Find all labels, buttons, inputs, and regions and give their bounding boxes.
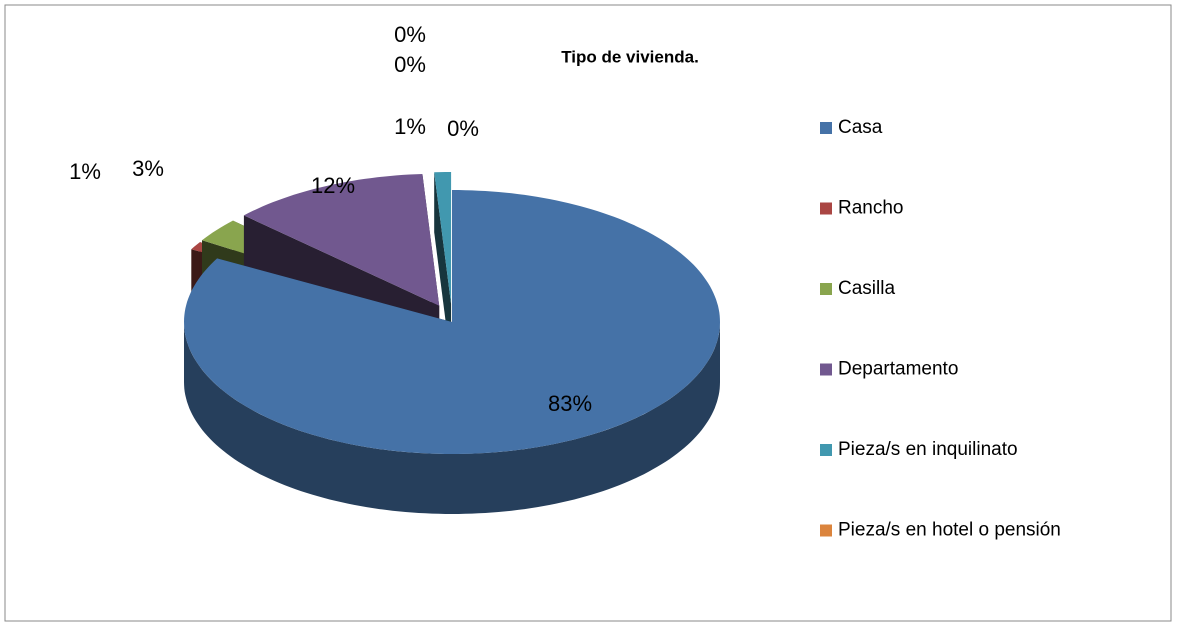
legend-swatch [820, 283, 832, 295]
legend-swatch [820, 363, 832, 376]
data-label: 0% [447, 116, 479, 141]
data-label: 12% [311, 173, 355, 198]
legend-label: Rancho [838, 198, 904, 219]
data-label: 0% [394, 52, 426, 77]
legend-swatch [820, 444, 832, 456]
legend-swatch [820, 524, 832, 537]
legend-label: Casa [838, 117, 883, 138]
data-label: 1% [394, 114, 426, 139]
data-label: 83% [548, 391, 592, 416]
data-label: 0% [394, 22, 426, 47]
legend-swatch [820, 202, 832, 215]
slice [184, 190, 720, 454]
slice [243, 174, 440, 306]
data-label: 3% [132, 156, 164, 181]
chart-title: Tipo de vivienda. [561, 47, 699, 66]
legend-label: Departamento [838, 359, 958, 380]
slice-wall [434, 172, 452, 364]
data-label: 1% [69, 159, 101, 184]
legend-swatch [820, 122, 832, 134]
slice-side [184, 322, 720, 514]
legend-label: Casilla [838, 278, 895, 299]
legend-label: Pieza/s en inquilinato [838, 439, 1018, 460]
legend-label: Pieza/s en hotel o pensión [838, 520, 1061, 541]
slice [434, 172, 452, 304]
